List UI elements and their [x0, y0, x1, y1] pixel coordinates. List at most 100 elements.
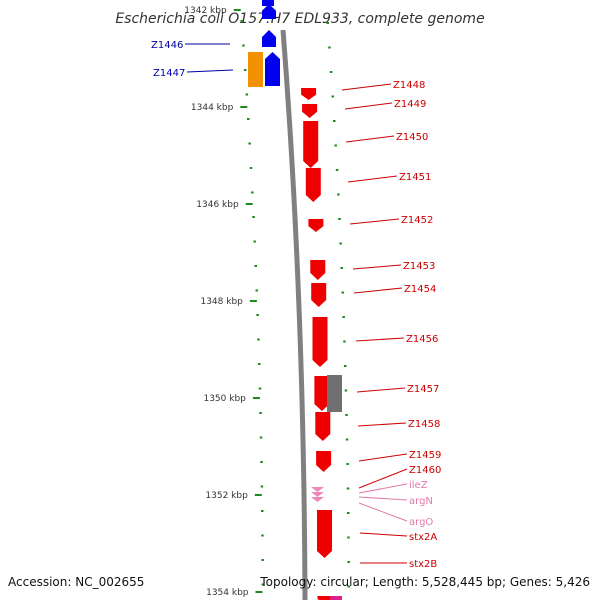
gene-forward: [262, 0, 274, 6]
tick-mark-left: [258, 387, 262, 390]
gene-label-leader: [359, 532, 408, 537]
tick-mark-left: [248, 142, 251, 145]
gene-label: argN: [409, 496, 433, 507]
kbp-major-tick: [240, 106, 248, 108]
tick-mark-right: [333, 120, 336, 122]
tick-mark-right: [343, 340, 346, 343]
tick-mark-left: [253, 240, 256, 243]
tick-mark-left: [261, 583, 264, 586]
gene-forward: [262, 4, 276, 19]
tick-mark-left: [254, 265, 257, 267]
gene-label: Z1446: [151, 40, 183, 51]
tick-mark-right: [342, 316, 345, 318]
tick-mark-right: [326, 22, 329, 24]
gene-trna: [311, 487, 324, 492]
gene-forward: [265, 52, 280, 86]
tick-mark-left: [259, 436, 263, 439]
gene-label: Z1448: [393, 80, 425, 91]
gene-label: Z1453: [403, 261, 435, 272]
tick-mark-left: [243, 69, 247, 71]
tick-mark-left: [247, 118, 250, 120]
tick-mark-right: [335, 169, 339, 171]
gene-reverse: [308, 219, 324, 232]
gene-label-leader: [358, 496, 408, 501]
map-title: Escherichia coli O157:H7 EDL933, complet…: [115, 11, 484, 27]
tick-mark-left: [249, 167, 253, 169]
gene-features: [248, 0, 342, 600]
tick-mark-right: [334, 144, 337, 147]
tick-mark-left: [255, 289, 258, 292]
gene-reverse: [312, 317, 328, 367]
kbp-label: 1352 kbp: [205, 491, 248, 501]
tick-mark-left: [242, 44, 245, 47]
gene-pseudo: [327, 375, 342, 412]
gene-label-leader: [345, 135, 395, 143]
gene-label: Z1449: [394, 99, 426, 110]
gene-reverse: [311, 283, 327, 307]
kbp-major-tick: [252, 397, 260, 399]
tick-mark-right: [328, 46, 331, 49]
topology-text: Topology: circular; Length: 5,528,445 bp…: [260, 575, 590, 589]
tick-mark-left: [261, 510, 264, 512]
tick-mark-right: [346, 487, 350, 490]
tick-mark-right: [347, 536, 350, 539]
tick-mark-right: [331, 95, 334, 98]
tick-mark-left: [251, 191, 254, 194]
gene-reverse: [315, 412, 331, 441]
gene-label: stx2A: [409, 532, 437, 543]
tick-mark-left: [257, 338, 260, 341]
gene-label-leader: [358, 502, 408, 522]
tick-mark-left: [259, 412, 262, 414]
tick-mark-left: [240, 20, 243, 22]
gene-label-leader: [353, 287, 403, 294]
gene-trna: [311, 492, 324, 497]
accession-text: Accession: NC_002655: [8, 575, 145, 589]
gene-label-leader: [358, 468, 408, 489]
gene-other: [248, 52, 263, 87]
tick-mark-right: [346, 463, 349, 465]
gene-label: Z1457: [407, 384, 439, 395]
tick-mark-left: [258, 363, 261, 365]
gene-label: Z1459: [409, 450, 441, 461]
tick-mark-right: [341, 291, 344, 294]
gene-label-leader: [186, 69, 234, 73]
gene-label-leader: [358, 483, 408, 494]
genome-backbone: [280, 29, 308, 600]
tick-mark-left: [256, 314, 259, 316]
gene-reverse: [314, 376, 330, 411]
gene-reverse: [317, 596, 333, 600]
kbp-scale: 1342 kbp 1344 kbp 1346 kbp 1348 kbp 1350 kbp…: [184, 6, 263, 598]
tick-mark-left: [261, 534, 264, 537]
gene-label: stx2B: [409, 559, 437, 570]
tick-mark-right: [344, 365, 347, 367]
gene-forward: [262, 30, 276, 47]
kbp-major-tick: [245, 203, 253, 205]
gene-label-leader: [357, 422, 407, 427]
gene-reverse: [310, 260, 326, 280]
gene-reverse: [302, 104, 318, 118]
gene-reverse: [303, 121, 319, 168]
gene-label-leader: [352, 264, 402, 270]
kbp-label: 1348 kbp: [200, 297, 243, 307]
tick-mark-right: [340, 267, 343, 269]
gene-labels: Z1446 Z1447 Z1448 Z1449 Z1450 Z1451 Z1452 Z1453…: [151, 40, 441, 570]
gene-label: Z1452: [401, 215, 433, 226]
tick-mark-right: [347, 561, 350, 563]
gene-label: Z1451: [399, 172, 431, 183]
tick-mark-right: [344, 389, 348, 392]
tick-mark-left: [252, 216, 255, 218]
gene-label-leader: [356, 387, 406, 393]
tick-mark-left: [261, 559, 264, 561]
tick-mark-left: [260, 461, 263, 463]
gene-label: Z1447: [153, 68, 185, 79]
gene-label-leader: [358, 453, 408, 462]
kbp-major-tick: [233, 9, 241, 11]
gene-label-leader: [347, 175, 398, 183]
gene-label-leader: [341, 83, 392, 91]
gene-label-leader: [349, 218, 400, 225]
gene-label: argO: [409, 517, 433, 528]
tick-mark-left: [245, 93, 248, 96]
gene-label-leader: [355, 337, 405, 342]
tick-mark-left: [260, 485, 264, 488]
